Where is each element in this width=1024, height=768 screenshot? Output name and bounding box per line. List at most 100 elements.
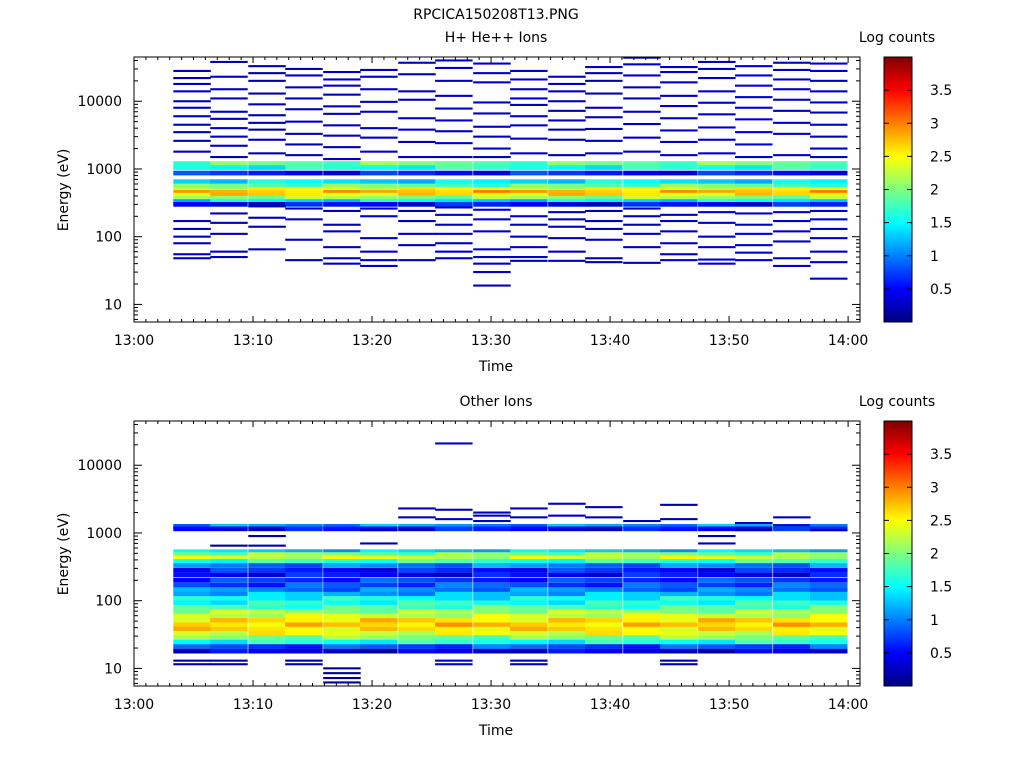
heatmap-cell — [698, 563, 736, 568]
heatmap-cell — [698, 639, 736, 645]
heatmap-cell — [585, 559, 623, 564]
heatmap-cell — [210, 568, 248, 573]
heatmap-cell — [210, 648, 248, 654]
heatmap-cell — [248, 526, 286, 532]
heatmap-cell — [360, 622, 398, 628]
heatmap-cell — [548, 618, 586, 623]
heatmap-cell — [810, 596, 848, 601]
heatmap-cell — [398, 259, 436, 262]
heatmap-cell — [435, 170, 473, 176]
heatmap-cell — [773, 526, 811, 532]
colorbar-tick-label: 2 — [930, 547, 939, 563]
heatmap-cell — [473, 644, 511, 649]
heatmap-cell — [173, 195, 211, 201]
heatmap-cell — [173, 635, 211, 640]
heatmap-cell — [660, 66, 698, 69]
heatmap-cell — [510, 577, 548, 583]
heatmap-cell — [548, 514, 586, 517]
heatmap-cell — [623, 136, 661, 139]
heatmap-cell — [248, 183, 286, 189]
heatmap-cell — [473, 511, 511, 514]
heatmap-cell — [285, 259, 323, 262]
heatmap-cell — [773, 240, 811, 243]
heatmap-cell — [285, 559, 323, 564]
heatmap-cell — [248, 152, 286, 155]
heatmap-cell — [210, 659, 248, 662]
heatmap-cell — [285, 563, 323, 568]
heatmap-cell — [510, 563, 548, 568]
heatmap-cell — [360, 183, 398, 189]
heatmap-cell — [698, 644, 736, 649]
heatmap-cell — [510, 152, 548, 155]
heatmap-cell — [473, 648, 511, 654]
heatmap-cell — [210, 563, 248, 568]
heatmap-cell — [623, 123, 661, 126]
heatmap-cell — [323, 568, 361, 573]
heatmap-cell — [810, 600, 848, 606]
heatmap-cell — [510, 552, 548, 557]
heatmap-cell — [773, 121, 811, 124]
heatmap-cell — [323, 134, 361, 137]
heatmap-cell — [435, 79, 473, 82]
heatmap-cell — [323, 618, 361, 623]
heatmap-cell — [773, 211, 811, 214]
heatmap-cell — [248, 121, 286, 124]
heatmap-cell — [623, 555, 661, 561]
heatmap-cell — [210, 88, 248, 91]
heatmap-cell — [510, 165, 548, 170]
heatmap-cell — [773, 635, 811, 640]
heatmap-cell — [248, 72, 286, 75]
heatmap-cell — [435, 526, 473, 532]
heatmap-cell — [623, 563, 661, 568]
heatmap-cell — [210, 622, 248, 628]
heatmap-cell — [398, 568, 436, 573]
heatmap-cell — [398, 170, 436, 176]
heatmap-cell — [323, 262, 361, 265]
panel-title: Other Ions — [459, 394, 532, 410]
heatmap-cell — [248, 165, 286, 170]
heatmap-cell — [698, 221, 736, 224]
heatmap-cell — [585, 618, 623, 623]
heatmap-cell — [773, 622, 811, 628]
heatmap-cell — [285, 577, 323, 583]
heatmap-cell — [210, 135, 248, 138]
heatmap-cell — [173, 600, 211, 606]
heatmap-cell — [398, 73, 436, 76]
heatmap-cell — [698, 626, 736, 632]
heatmap-cell — [773, 572, 811, 578]
heatmap-cell — [323, 635, 361, 640]
heatmap-cell — [698, 622, 736, 628]
heatmap-cell — [623, 587, 661, 593]
heatmap-cell — [323, 78, 361, 81]
heatmap-cell — [248, 613, 286, 619]
heatmap-cell — [323, 591, 361, 597]
heatmap-cell — [585, 187, 623, 192]
heatmap-cell — [548, 192, 586, 198]
heatmap-cell — [660, 213, 698, 216]
heatmap-cell — [248, 559, 286, 564]
colorbar-tick-label: 1 — [930, 613, 939, 629]
heatmap-cell — [548, 179, 586, 184]
heatmap-cell — [210, 156, 248, 159]
y-tick-label: 10000 — [77, 458, 122, 474]
heatmap-cell — [585, 66, 623, 69]
heatmap-cell — [248, 587, 286, 593]
heatmap-cell — [473, 596, 511, 601]
colorbar-tick-label: 2.5 — [930, 149, 952, 165]
heatmap-cell — [735, 187, 773, 192]
heatmap-cell — [473, 600, 511, 606]
heatmap-cell — [773, 582, 811, 588]
heatmap-cell — [585, 202, 623, 207]
heatmap-cell — [623, 187, 661, 192]
heatmap-cell — [435, 644, 473, 649]
heatmap-cell — [210, 179, 248, 184]
heatmap-cell — [285, 218, 323, 221]
heatmap-cell — [173, 82, 211, 85]
heatmap-cell — [585, 572, 623, 578]
heatmap-cell — [285, 86, 323, 89]
heatmap-cell — [473, 156, 511, 159]
heatmap-cell — [510, 516, 548, 519]
heatmap-cell — [285, 187, 323, 192]
heatmap-cell — [473, 609, 511, 614]
heatmap-cell — [435, 59, 473, 62]
